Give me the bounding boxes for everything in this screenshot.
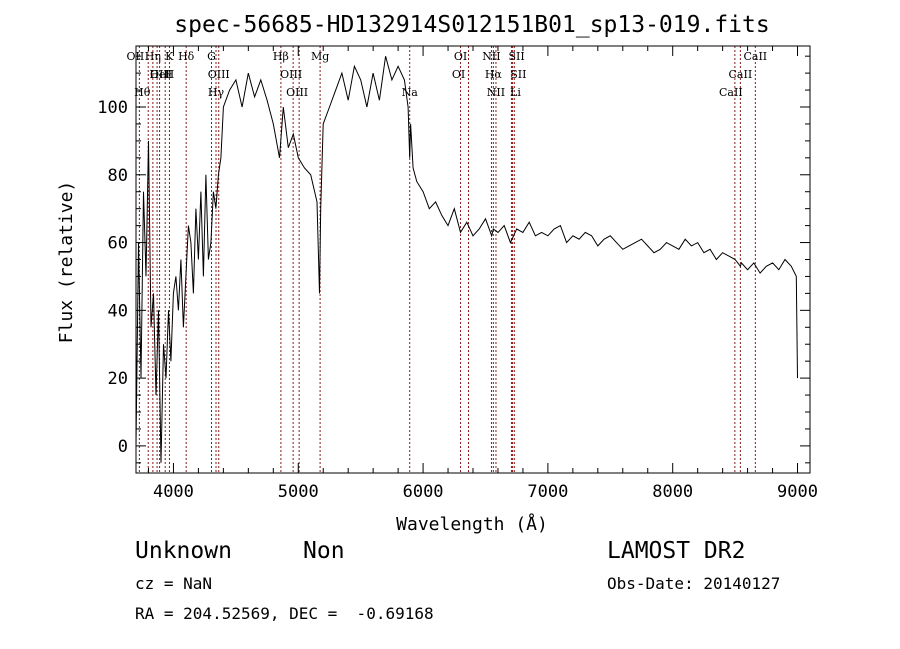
spectral-line-label: Hγ xyxy=(208,86,225,99)
x-tick-label: 6000 xyxy=(403,482,444,502)
spectral-line-label: Li xyxy=(510,86,521,99)
spectral-line-label: K xyxy=(165,50,174,63)
spectral-line-label: Na xyxy=(402,86,419,99)
x-tick-label: 5000 xyxy=(278,482,319,502)
y-tick-label: 60 xyxy=(108,234,128,254)
spectrum-line xyxy=(135,56,798,463)
spectral-line-label: HeI xyxy=(149,68,169,81)
spectral-line-label: OI xyxy=(452,68,465,81)
x-tick-label: 4000 xyxy=(153,482,194,502)
spectral-line-label: OIII xyxy=(280,68,302,81)
y-tick-label: 40 xyxy=(108,301,128,321)
x-tick-label: 9000 xyxy=(777,482,818,502)
spectral-line-label: OII xyxy=(127,50,145,63)
observation-date: Obs-Date: 20140127 xyxy=(607,574,781,593)
y-tick-label: 100 xyxy=(97,98,128,118)
spectral-line-label: OIII xyxy=(150,68,172,81)
chart-title: spec-56685-HD132914S012151B01_sp13-019.f… xyxy=(174,12,769,38)
spectral-line-label: CaII xyxy=(729,68,753,81)
spectral-line-label: Hη xyxy=(145,50,161,63)
x-tick-label: 8000 xyxy=(652,482,693,502)
spectral-line-label: OI xyxy=(454,50,467,63)
spectral-line-label: OIII xyxy=(208,68,230,81)
spectral-line-label: Hα xyxy=(485,68,503,81)
y-tick-label: 80 xyxy=(108,166,128,186)
spectral-line-label: OIII xyxy=(286,86,308,99)
x-tick-label: 7000 xyxy=(527,482,568,502)
x-axis: 4000 5000 6000 7000 8000 9000 xyxy=(147,46,818,502)
spectral-line-label: CaII xyxy=(743,50,767,63)
spectral-line-label: SII xyxy=(508,50,524,63)
object-subclass: Non xyxy=(303,538,345,564)
y-axis: 0 20 40 60 80 100 xyxy=(97,55,810,464)
spectral-line-label: NII xyxy=(482,50,500,63)
survey-name: LAMOST DR2 xyxy=(607,538,746,564)
object-class: Unknown xyxy=(135,538,232,564)
y-tick-label: 0 xyxy=(118,437,128,457)
spectral-line-label: G xyxy=(207,50,216,63)
spectral-line-label: H xyxy=(165,68,175,81)
coordinates: RA = 204.52569, DEC = -0.69168 xyxy=(135,604,434,623)
spectral-line-label: NII xyxy=(487,86,505,99)
plot-frame xyxy=(135,45,811,474)
spectral-line-label: Hδ xyxy=(178,50,195,63)
spectral-line-markers xyxy=(138,46,756,473)
redshift-cz: cz = NaN xyxy=(135,574,213,593)
y-axis-label: Flux (relative) xyxy=(56,181,77,344)
spectral-line-label: Hβ xyxy=(273,50,289,63)
x-axis-label: Wavelength (Å) xyxy=(396,513,548,535)
spectral-line-label: Mg xyxy=(311,50,329,63)
y-tick-label: 20 xyxy=(108,369,128,389)
spectral-line-label: SII xyxy=(510,68,526,81)
spectral-line-label: CaII xyxy=(719,86,743,99)
spectral-line-label: Hθ xyxy=(134,86,151,99)
